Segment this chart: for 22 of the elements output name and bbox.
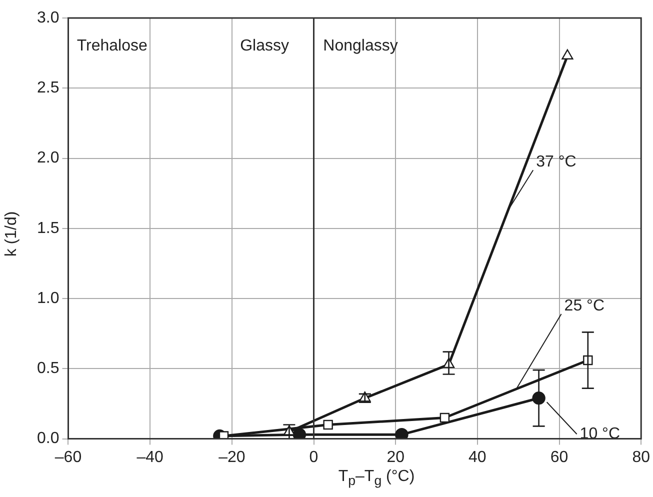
annotation: Trehalose [76,37,148,54]
y-tick-label: 0.5 [36,360,60,378]
annotation: Glassy [240,37,290,54]
x-axis-title: T$_{p}$–T$_{g}$ (°C) [337,468,416,488]
x-tick-label: 80 [632,448,650,466]
y-axis-title: k (1/d) [3,210,21,259]
x-tick-label: 20 [386,448,405,466]
y-tick-label: 1.0 [36,290,60,307]
x-tick-label: –20 [218,448,246,466]
y-tick-label: 3.0 [36,9,60,26]
x-tick-label: 60 [550,448,568,466]
annotation: Nonglassy [323,37,398,54]
x-tick-label: –40 [136,448,164,466]
y-tick-label: 2.5 [36,80,60,97]
x-tick-label: 40 [468,448,486,466]
y-tick-label: 0.0 [36,430,60,448]
y-tick-label: 1.5 [36,220,60,237]
y-tick-label: 2.0 [36,150,60,167]
text: 25 °C [564,297,605,314]
x-tick-label: 0 [309,448,318,466]
series-label: 37 °C [536,154,576,171]
x-tick-label: –60 [54,448,82,466]
